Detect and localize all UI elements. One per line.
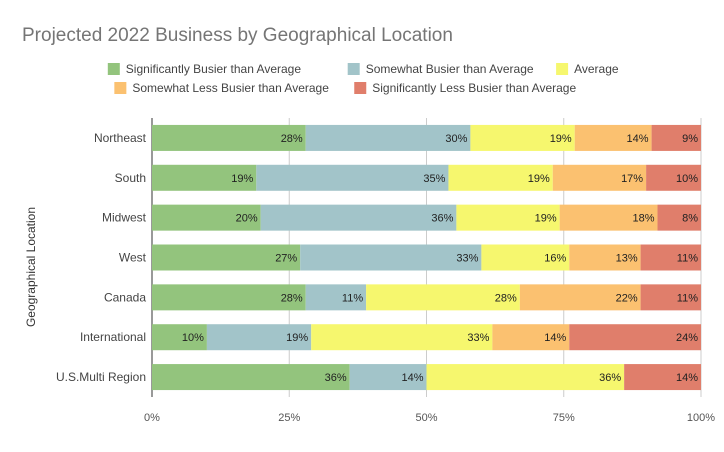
x-tick-label: 25% [278,412,300,424]
data-label: 16% [544,253,566,265]
legend-swatch [114,82,127,94]
category-label: South [115,171,146,185]
bar-segment [569,324,701,351]
bar-segment [206,324,312,351]
bar-segment [456,204,560,231]
data-label: 14% [544,332,566,344]
data-label: 19% [535,213,557,225]
bar-segment [651,124,701,151]
bar-segment [152,124,306,151]
data-label: 35% [423,173,445,185]
data-label: 11% [677,253,698,265]
data-label: 8% [682,213,698,225]
bar-segment [640,244,701,271]
y-axis-title: Geographical Location [24,207,38,327]
data-label: 10% [676,173,698,185]
data-label: 30% [445,133,467,145]
legend-label: Somewhat Less Busier than Average [132,81,329,95]
bar-segment [256,164,449,191]
bar-segment [305,284,367,311]
data-label: 19% [550,133,572,145]
bar-segment [152,284,306,311]
data-label: 36% [431,213,453,225]
bar-segment [152,204,261,231]
data-label: 11% [342,292,363,304]
data-label: 36% [325,372,347,384]
data-label: 18% [632,213,654,225]
bar-segment [152,244,301,271]
bars-layer: 28% 30% 19% 14% 9% 19% 35% 19% 17% 10% 20% 36% 19% 18… [152,124,701,391]
category-labels: Northeast South Midwest West Canada Internati… [56,131,147,384]
data-label: 19% [286,332,308,344]
legend-swatch [347,63,360,75]
bar-segment [569,244,641,271]
bar-segment [559,204,658,231]
data-label: 14% [401,372,423,384]
data-label: 9% [682,133,698,145]
data-label: 28% [281,292,303,304]
legend-swatch [556,63,569,75]
bar-segment [366,284,520,311]
bar-segment [152,364,350,391]
bar-segment [552,164,647,191]
data-label: 27% [275,253,297,265]
chart-title: Projected 2022 Business by Geographical … [22,25,453,46]
data-label: 20% [236,213,258,225]
category-label: West [119,251,147,265]
x-tick-label: 50% [415,412,437,424]
bar-segment [470,124,575,151]
bar-segment [481,244,570,271]
legend: Significantly Busier than Average Somewha… [107,62,619,95]
bar-segment [624,364,701,391]
data-label: 28% [281,133,303,145]
legend-label: Average [574,62,619,76]
data-label: 13% [616,253,638,265]
category-label: U.S.Multi Region [56,370,146,384]
data-label: 28% [495,292,517,304]
data-label: 22% [616,292,638,304]
legend-label: Somewhat Busier than Average [366,62,534,76]
bar-segment [152,324,207,351]
bar-segment [305,124,471,151]
bar-segment [646,164,701,191]
bar-segment [426,364,625,391]
legend-label: Significantly Less Busier than Average [372,81,576,95]
bar-segment [448,164,553,191]
data-label: 14% [676,372,698,384]
bar-segment [574,124,652,151]
legend-swatch [107,63,120,75]
data-label: 10% [182,332,204,344]
data-label: 24% [676,332,698,344]
bar-segment [349,364,427,391]
category-label: International [80,330,146,344]
data-label: 33% [467,332,489,344]
bar-segment [260,204,457,231]
bar-segment [311,324,493,351]
data-label: 36% [599,372,621,384]
x-tick-labels: 0% 25% 50% 75% 100% [144,412,715,424]
data-label: 33% [456,253,478,265]
bar-segment [492,324,570,351]
x-tick-label: 0% [144,412,160,424]
bar-segment [657,204,701,231]
bar-segment [519,284,641,311]
bar-segment [640,284,701,311]
bar-segment [152,164,257,191]
category-label: Northeast [94,131,147,145]
bar-segment [300,244,482,271]
category-label: Canada [104,290,146,304]
data-label: 19% [231,173,253,185]
x-tick-label: 75% [553,412,575,424]
data-label: 17% [621,173,643,185]
data-label: 19% [528,173,550,185]
x-tick-label: 100% [687,412,715,424]
legend-swatch [354,82,367,94]
category-label: Midwest [102,211,147,225]
data-label: 14% [627,133,649,145]
data-label: 11% [677,292,698,304]
legend-label: Significantly Busier than Average [126,62,302,76]
